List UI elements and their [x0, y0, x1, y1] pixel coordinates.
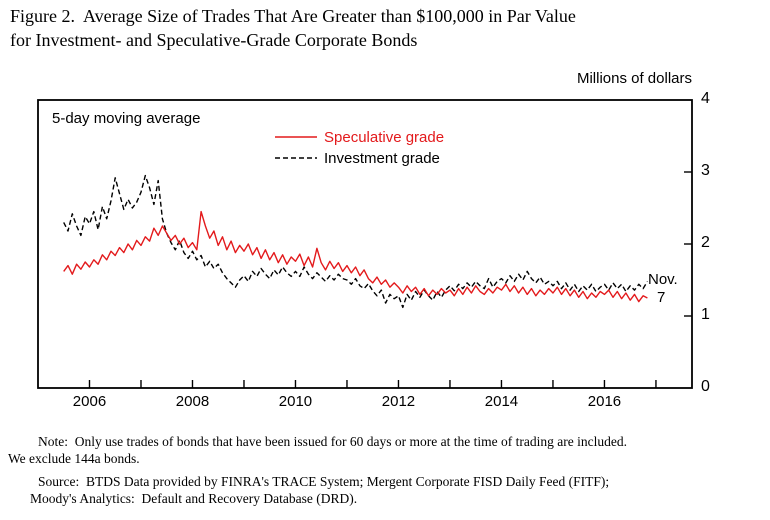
series-line-investment-grade [63, 174, 649, 309]
x-tick-label: 2008 [175, 393, 210, 410]
note-line1: Note: Only use trades of bonds that have… [38, 434, 627, 449]
y-tick-label: 0 [701, 378, 710, 395]
y-tick-label: 3 [701, 162, 710, 179]
y-tick-label: 2 [701, 234, 710, 251]
legend-label-speculative: Speculative grade [324, 129, 445, 146]
y-tick-label: 4 [701, 90, 710, 107]
note-line2: We exclude 144a bonds. [8, 451, 140, 466]
series-line-speculative-grade [63, 210, 648, 303]
source-line1: Source: BTDS Data provided by FINRA's TR… [38, 474, 610, 489]
legend-label-investment: Investment grade [324, 150, 440, 167]
figure-title-line2: for Investment- and Speculative-Grade Co… [10, 30, 418, 50]
x-tick-label: 2012 [381, 393, 416, 410]
y-tick-label: 1 [701, 306, 710, 323]
figure-title-line1: Figure 2. Average Size of Trades That Ar… [10, 6, 576, 26]
x-tick-label: 2006 [72, 393, 107, 410]
x-tick-label: 2014 [484, 393, 519, 410]
y-axis-unit-label: Millions of dollars [576, 70, 692, 87]
x-tick-label: 2016 [587, 393, 622, 410]
source-line2: Moody's Analytics: Default and Recovery … [30, 491, 358, 506]
end-date-annotation-line2: 7 [657, 289, 666, 306]
moving-average-annotation: 5-day moving average [52, 110, 201, 127]
end-date-annotation-line1: Nov. [648, 271, 678, 288]
x-tick-label: 2010 [278, 393, 313, 410]
